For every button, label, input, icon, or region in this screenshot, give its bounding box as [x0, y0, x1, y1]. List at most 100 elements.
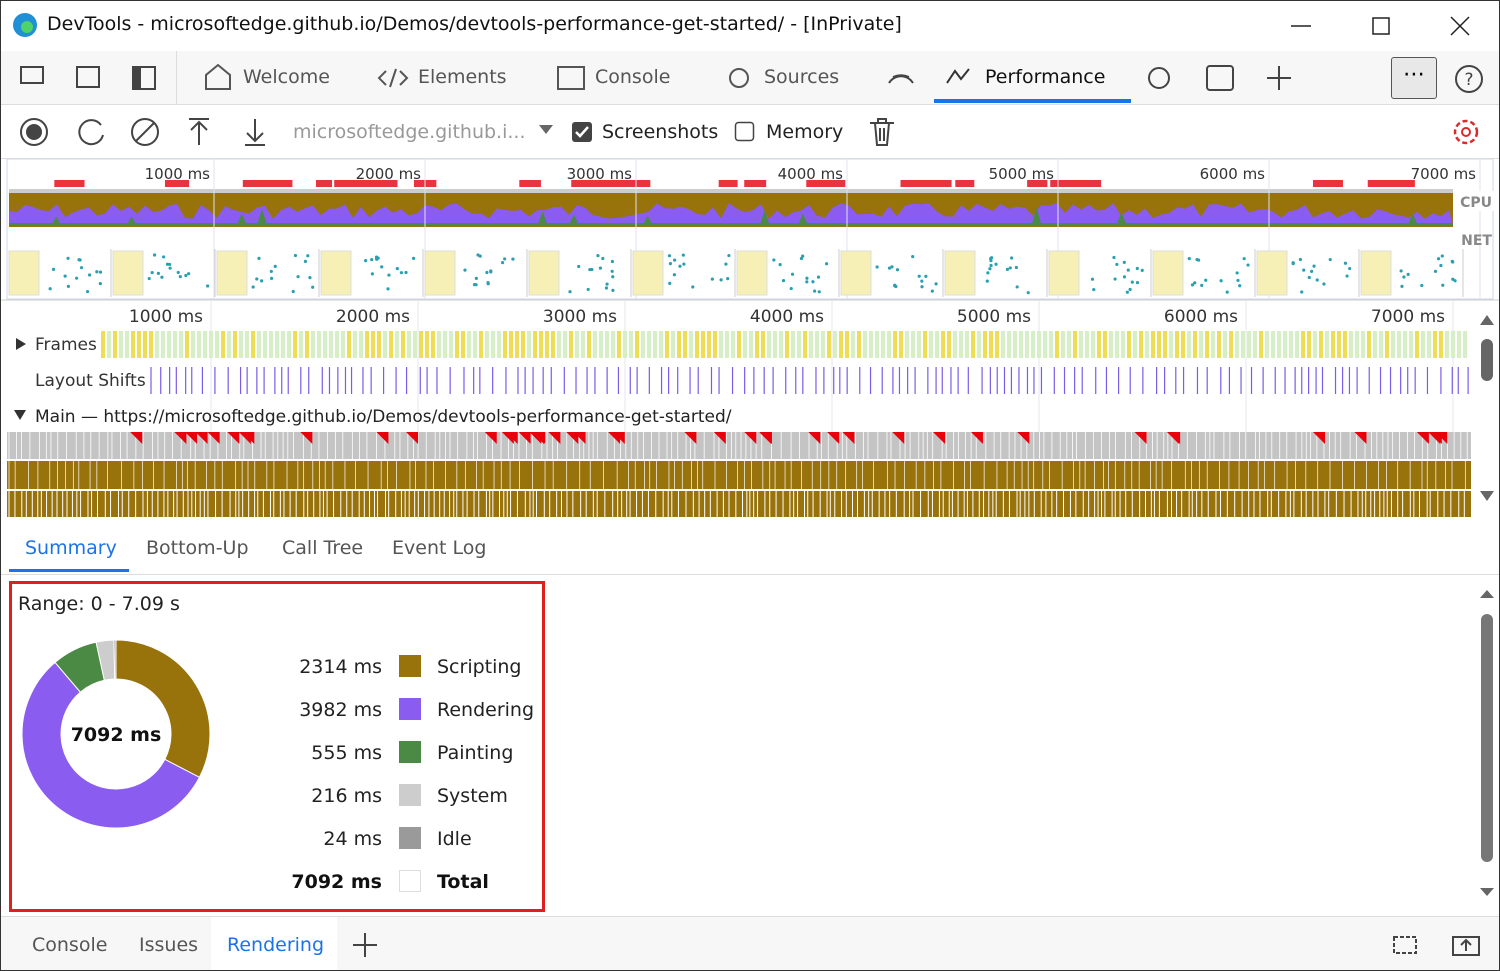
screenshot-dot [988, 267, 992, 271]
long-task-flag [684, 432, 697, 444]
screenshot-dot [673, 258, 677, 262]
help-icon[interactable]: ? [1453, 63, 1485, 95]
screenshot-dot [152, 253, 157, 257]
long-task [316, 180, 333, 187]
perf-actions[interactable] [17, 115, 277, 149]
drawer-tab[interactable]: Issues [139, 934, 199, 956]
frame [803, 331, 807, 358]
screenshot-dot [251, 285, 255, 289]
frame [1301, 331, 1305, 358]
screenshot-dot [678, 264, 682, 268]
frame [1217, 331, 1221, 358]
title-bar: DevTools - microsoftedge.github.io/Demos… [1, 1, 1499, 51]
drawer-tab[interactable]: Rendering [227, 934, 325, 956]
dropdown-arrow[interactable] [537, 123, 557, 137]
screenshot-dot [375, 257, 379, 261]
long-task-flag [759, 432, 772, 444]
long-task-flag [207, 432, 220, 444]
frame [575, 331, 579, 358]
screenshot-dot [87, 273, 92, 277]
screenshot-dot [178, 275, 182, 279]
overview-tick-label: 2000 ms [356, 165, 422, 183]
legend-label: Idle [437, 828, 472, 850]
tab[interactable]: Performance [985, 66, 1106, 88]
screenshot-dot [404, 270, 408, 275]
legend-value: 3982 ms [299, 699, 382, 721]
screenshot-dot [1310, 269, 1314, 273]
scrollbar[interactable] [1477, 586, 1497, 906]
frame [521, 331, 525, 358]
long-task-flag [1168, 432, 1181, 444]
frame [263, 331, 267, 358]
tab[interactable]: Sources [764, 66, 840, 88]
active-drawer-tab [211, 917, 337, 970]
profile-select[interactable]: microsoftedge.github.i... [293, 121, 526, 143]
drawer-icons[interactable] [1391, 931, 1487, 959]
screenshot-dot [986, 271, 990, 275]
frame [275, 331, 279, 358]
tab[interactable]: Console [595, 66, 671, 88]
frame [743, 331, 747, 358]
cpu-painting [759, 210, 770, 225]
legend-swatch [399, 655, 421, 677]
drawer-tab[interactable]: Console [32, 934, 108, 956]
frame [629, 331, 633, 358]
frame [935, 331, 939, 358]
trash-icon[interactable] [867, 117, 897, 147]
details-tab[interactable]: Bottom-Up [146, 537, 249, 559]
tool-icons[interactable] [17, 63, 167, 93]
checkbox[interactable] [734, 121, 756, 143]
screenshot-dot [1010, 256, 1014, 260]
screenshot-dot [66, 256, 70, 260]
frame [215, 331, 219, 358]
frame [821, 331, 825, 358]
frame [281, 331, 285, 358]
screenshot-dot [1113, 277, 1117, 281]
details-tab[interactable]: Event Log [392, 537, 487, 559]
checkbox-label[interactable]: Screenshots [602, 121, 719, 143]
frame [1025, 331, 1029, 358]
timeline-tick-label: 7000 ms [1371, 307, 1445, 327]
screenshot-dot [1122, 260, 1126, 264]
frame [827, 331, 831, 358]
screenshot-dot [1125, 290, 1129, 294]
details-tab[interactable]: Call Tree [282, 537, 364, 559]
screenshot-dot [387, 273, 391, 277]
frame [1043, 331, 1047, 358]
frame [911, 331, 915, 358]
main-label: Main — https://microsoftedge.github.io/D… [35, 407, 732, 427]
frame [701, 331, 705, 358]
long-task-flag [300, 432, 313, 444]
frame [137, 331, 141, 358]
summary-range: Range: 0 - 7.09 s [18, 593, 180, 615]
frame [1307, 331, 1311, 358]
tab[interactable]: Elements [418, 66, 507, 88]
frame [1103, 331, 1107, 358]
add-tab-icon[interactable] [351, 931, 379, 959]
checkbox-label[interactable]: Memory [766, 121, 844, 143]
frame [569, 331, 573, 358]
screenshot-dot [1302, 268, 1306, 272]
frame [1283, 331, 1287, 358]
frame [335, 331, 339, 358]
screenshot-dot [156, 271, 160, 275]
screenshot-dot [75, 276, 79, 280]
screenshot-dot [724, 262, 728, 266]
screenshot-dot [934, 282, 938, 286]
screenshot-dot [147, 276, 151, 281]
settings-icon[interactable] [1451, 117, 1481, 147]
window-title: DevTools - microsoftedge.github.io/Demos… [47, 13, 902, 35]
screenshot-dot [1345, 274, 1349, 278]
frame [953, 331, 957, 358]
frame [791, 331, 795, 358]
window-controls[interactable] [1281, 13, 1481, 39]
details-tab[interactable]: Summary [25, 537, 117, 559]
checkbox-checked[interactable] [571, 121, 593, 143]
more-button[interactable]: ⋯ [1391, 57, 1437, 99]
long-task-flag [406, 432, 419, 444]
long-task-flag [195, 432, 208, 444]
frame [1445, 331, 1449, 358]
screenshot-dot [611, 288, 615, 292]
tab[interactable]: Welcome [243, 66, 330, 88]
frame [1403, 331, 1407, 358]
